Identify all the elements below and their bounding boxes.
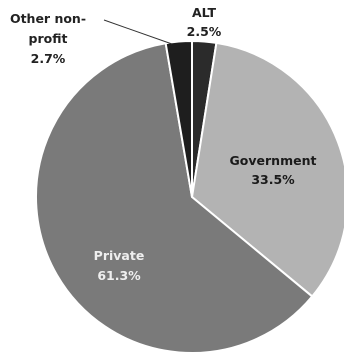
pie-slice-private xyxy=(35,42,314,354)
label-other-name-line2: profit xyxy=(29,31,68,46)
label-alt-name: ALT xyxy=(192,5,217,20)
other-leader-line xyxy=(103,19,173,45)
label-other-name-line1: Other non- xyxy=(10,11,86,26)
label-private-name: Private xyxy=(94,248,145,263)
label-private-value: 61.3% xyxy=(97,268,141,283)
label-other-value: 2.7% xyxy=(31,51,66,66)
label-government-name: Government xyxy=(230,153,317,168)
pie-slices xyxy=(35,40,344,354)
pie-slice-other-non-profit xyxy=(164,40,193,198)
label-alt-value: 2.5% xyxy=(187,24,222,39)
pie-slice-government xyxy=(191,41,344,298)
label-government-value: 33.5% xyxy=(251,172,295,187)
